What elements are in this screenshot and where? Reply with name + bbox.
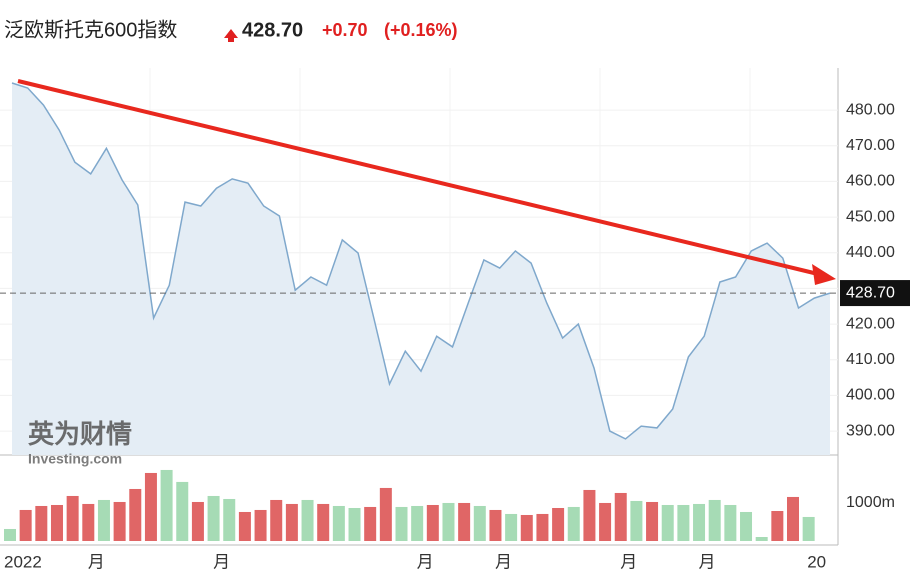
volume-bar [50, 504, 63, 541]
volume-bar [567, 506, 580, 541]
volume-bar [630, 500, 643, 541]
volume-bar [802, 516, 815, 541]
volume-bar [505, 513, 518, 541]
volume-bar [552, 507, 565, 541]
x-tick-label: 月 [620, 552, 637, 571]
volume-bar [176, 481, 189, 541]
watermark-cn: 英为财情 [28, 419, 132, 449]
volume-bar [787, 496, 799, 541]
area [12, 83, 830, 455]
y-tick-label: 460.00 [846, 173, 895, 190]
volume-bar [238, 511, 251, 541]
volume-bar [614, 492, 627, 541]
x-tick-label: 月 [88, 552, 105, 571]
current-price-label: 428.70 [846, 284, 895, 301]
volume-bar [724, 504, 737, 541]
volume-bar [301, 499, 314, 541]
y-tick-label: 390.00 [846, 422, 895, 439]
volume-bar [113, 501, 126, 541]
volume-bar [66, 495, 79, 541]
y-tick-label: 450.00 [846, 208, 895, 225]
y-tick-label: 480.00 [846, 101, 895, 118]
y-tick-label: 420.00 [846, 315, 895, 332]
trend-arrowhead [812, 264, 836, 285]
volume-bar [426, 504, 439, 541]
watermark-en: Investing.com [28, 451, 122, 467]
x-tick-label: 月 [495, 552, 512, 571]
volume-bar [160, 469, 173, 541]
y-tick-label: 1000m [846, 494, 895, 511]
price: 428.70 [242, 19, 303, 41]
volume-bar [144, 472, 157, 541]
change: +0.70 [322, 20, 368, 40]
volume-bar [379, 487, 392, 541]
volume-bar [458, 502, 471, 541]
volume-bar [191, 501, 204, 541]
price-line [11, 82, 831, 440]
volume-bar [411, 505, 424, 541]
index-title: 泛欧斯托克600指数 [4, 18, 177, 41]
volume-bar [677, 504, 690, 541]
volume-bar [223, 498, 236, 541]
volume-bar [395, 506, 408, 541]
volume-bar [693, 503, 706, 541]
volume-bar [254, 509, 267, 541]
y-tick-label: 400.00 [846, 387, 895, 404]
volume-bar [270, 499, 283, 541]
trend-arrow [17, 79, 819, 276]
x-tick-label: 月 [417, 552, 434, 571]
volume-bar [740, 511, 753, 541]
volume-bar [489, 509, 502, 541]
volume-bar [129, 488, 142, 541]
volume-bar [755, 537, 768, 541]
current-price-box [840, 280, 910, 307]
y-tick-label: 410.00 [846, 351, 895, 368]
volume-bar [348, 507, 361, 541]
change-pct: (+0.16%) [384, 20, 458, 40]
volume-bar [661, 504, 674, 541]
x-tick-label: 月 [699, 552, 716, 571]
x-tick-label: 2022 [4, 552, 42, 571]
volume-bar [317, 503, 330, 541]
volume-bar [97, 499, 110, 541]
volume-bar [19, 509, 32, 541]
y-tick-label: 440.00 [846, 244, 895, 261]
volume-bar [599, 502, 612, 541]
volume-bar [35, 505, 48, 541]
volume-bar [364, 506, 377, 541]
volume-bar [771, 510, 784, 541]
x-tick-label: 月 [213, 552, 230, 571]
volume-bar [442, 502, 455, 541]
volume-bar [520, 514, 533, 541]
up-arrow [224, 29, 238, 42]
y-tick-label: 470.00 [846, 137, 895, 154]
volume-bar [207, 495, 220, 541]
volume-bar [473, 505, 486, 541]
volume-bar [332, 505, 345, 541]
volume-bar [583, 489, 596, 541]
x-tick-label: 20 [807, 552, 826, 571]
volume-bar [708, 499, 721, 541]
volume-bar [646, 501, 659, 541]
volume-bar [285, 503, 298, 541]
volume-bar [82, 503, 95, 541]
volume-bar [4, 528, 16, 541]
volume-bar [536, 513, 549, 541]
